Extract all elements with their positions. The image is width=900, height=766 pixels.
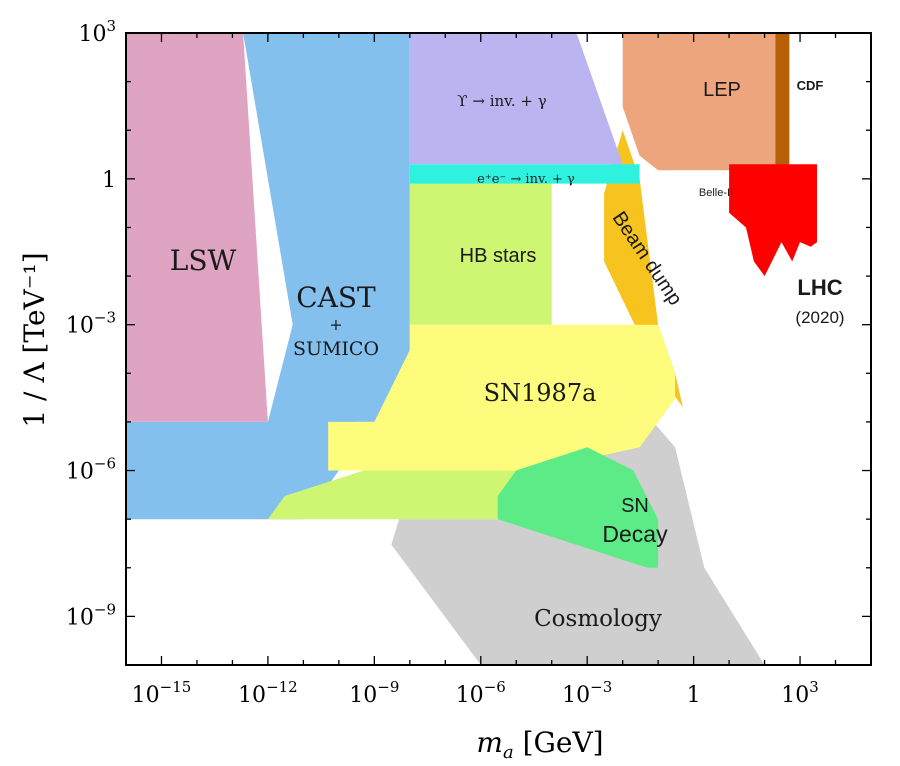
y-tick-label: 10−3 [66, 309, 116, 339]
y-axis-label: 1 / Λ [TeV⁻¹] [18, 252, 51, 427]
y-tick-label: 103 [78, 17, 116, 47]
label-sn: SN [621, 495, 649, 517]
label-cast: CAST [296, 281, 376, 314]
label-sn1987a: SN1987a [484, 379, 597, 407]
tick-labels: 10−15 10−12 10−9 10−6 10−3 1 103 103 1 10−3 10−6 10… [66, 17, 819, 708]
region-hb-stars [409, 178, 552, 325]
plot-frame [125, 32, 872, 666]
x-axis-label: ma [GeV] [476, 726, 603, 763]
region-lsw [126, 33, 268, 422]
region-sn1987a [328, 324, 676, 471]
region-e-e-band [409, 164, 640, 184]
region-hb-low [267, 470, 517, 520]
region-upsilon [409, 33, 623, 165]
label-sumico: SUMICO [293, 338, 379, 360]
axis-ticks [125, 32, 872, 666]
label-lep: LEP [703, 79, 741, 101]
label-cast-plus: + [329, 315, 342, 334]
y-tick-label: 10−9 [66, 600, 116, 630]
x-tick-label: 10−6 [456, 678, 506, 708]
label-cdf: CDF [797, 78, 824, 93]
label-upsilon: ϒ → inv. + γ [457, 92, 546, 110]
label-ee: e⁺e⁻ → inv. + γ [477, 172, 575, 187]
label-lsw: LSW [170, 244, 237, 277]
region-cosmology [391, 373, 765, 665]
region-sn-decay [497, 447, 659, 568]
label-lhc-year: (2020) [795, 308, 844, 327]
y-tick-label: 10−6 [66, 455, 116, 485]
label-cosmology: Cosmology [534, 606, 662, 632]
x-tick-label: 10−9 [349, 678, 399, 708]
x-tick-label: 10−12 [238, 678, 298, 708]
region-beam-dump [604, 130, 683, 408]
label-belle-ii: Belle-II [699, 187, 733, 199]
region-cast-sumico [126, 33, 410, 520]
label-hb-stars: HB stars [460, 245, 537, 267]
y-tick-label: 1 [102, 168, 116, 193]
x-tick-label: 10−15 [132, 678, 192, 708]
x-tick-label: 10−3 [562, 678, 612, 708]
region-cdf [775, 33, 790, 171]
region-lhc [729, 164, 817, 277]
exclusion-regions [126, 33, 817, 665]
x-tick-label: 1 [687, 683, 701, 708]
label-decay: Decay [602, 521, 668, 547]
region-lep [622, 33, 776, 171]
label-lhc: LHC [797, 275, 842, 300]
x-tick-label: 103 [781, 678, 819, 708]
